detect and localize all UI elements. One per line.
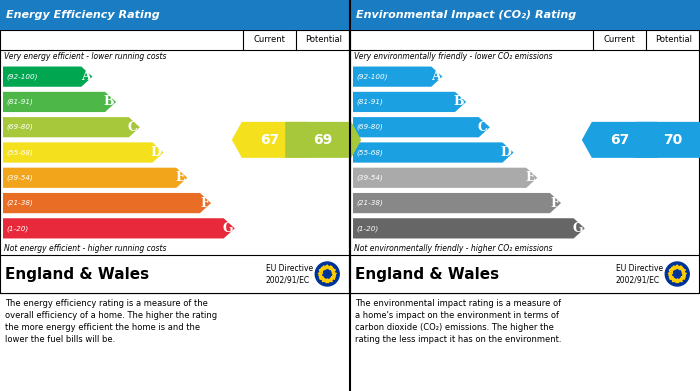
Polygon shape <box>582 122 658 158</box>
Polygon shape <box>675 279 680 283</box>
Polygon shape <box>3 193 211 213</box>
Text: D: D <box>150 146 162 159</box>
Polygon shape <box>353 142 514 163</box>
Text: C: C <box>478 121 488 134</box>
Text: (21-38): (21-38) <box>6 200 33 206</box>
Text: B: B <box>454 95 464 108</box>
Text: G: G <box>222 222 233 235</box>
Polygon shape <box>353 168 538 188</box>
Polygon shape <box>681 268 685 273</box>
Polygon shape <box>325 265 330 269</box>
Polygon shape <box>353 66 442 87</box>
Text: B: B <box>104 95 114 108</box>
Polygon shape <box>232 122 308 158</box>
Polygon shape <box>331 268 335 273</box>
Polygon shape <box>325 279 330 283</box>
Polygon shape <box>678 266 683 270</box>
Polygon shape <box>669 268 673 273</box>
Polygon shape <box>353 117 490 137</box>
Text: E: E <box>526 171 536 184</box>
Polygon shape <box>671 278 676 282</box>
Text: Very environmentally friendly - lower CO₂ emissions: Very environmentally friendly - lower CO… <box>354 52 552 61</box>
Polygon shape <box>332 272 337 276</box>
Text: F: F <box>200 197 209 210</box>
Bar <box>350 255 699 293</box>
Polygon shape <box>3 92 116 112</box>
Polygon shape <box>353 218 584 239</box>
Polygon shape <box>321 278 326 282</box>
Polygon shape <box>3 117 140 137</box>
Text: EU Directive
2002/91/EC: EU Directive 2002/91/EC <box>266 264 313 284</box>
Text: (81-91): (81-91) <box>356 99 383 105</box>
Polygon shape <box>319 268 323 273</box>
Text: A: A <box>80 70 90 83</box>
Polygon shape <box>319 275 323 279</box>
Polygon shape <box>328 278 333 282</box>
Text: F: F <box>550 197 559 210</box>
Text: (81-91): (81-91) <box>6 99 33 105</box>
Text: 67: 67 <box>260 133 279 147</box>
Circle shape <box>665 262 690 286</box>
Polygon shape <box>353 193 561 213</box>
Text: A: A <box>430 70 440 83</box>
Text: Energy Efficiency Rating: Energy Efficiency Rating <box>6 10 160 20</box>
Circle shape <box>315 262 340 286</box>
Text: (1-20): (1-20) <box>6 225 28 231</box>
Bar <box>0 30 349 293</box>
Text: (55-68): (55-68) <box>356 149 383 156</box>
Text: Potential: Potential <box>654 36 692 45</box>
Polygon shape <box>671 266 676 270</box>
Bar <box>350 0 700 30</box>
Polygon shape <box>3 168 188 188</box>
Text: (39-54): (39-54) <box>6 174 33 181</box>
Polygon shape <box>285 122 361 158</box>
Polygon shape <box>678 278 683 282</box>
Polygon shape <box>3 218 235 239</box>
Text: (69-80): (69-80) <box>356 124 383 131</box>
Text: 69: 69 <box>314 133 333 147</box>
Polygon shape <box>668 272 673 276</box>
Bar <box>0 0 350 30</box>
Polygon shape <box>635 122 700 158</box>
Text: The environmental impact rating is a measure of
a home's impact on the environme: The environmental impact rating is a mea… <box>355 299 561 344</box>
Text: (69-80): (69-80) <box>6 124 33 131</box>
Bar <box>0 255 349 293</box>
Polygon shape <box>681 275 685 279</box>
Polygon shape <box>353 92 466 112</box>
Text: (92-100): (92-100) <box>6 74 38 80</box>
Text: EU Directive
2002/91/EC: EU Directive 2002/91/EC <box>616 264 663 284</box>
Text: The energy efficiency rating is a measure of the
overall efficiency of a home. T: The energy efficiency rating is a measur… <box>5 299 217 344</box>
Text: Very energy efficient - lower running costs: Very energy efficient - lower running co… <box>4 52 167 61</box>
Polygon shape <box>3 66 92 87</box>
Bar <box>350 30 699 293</box>
Text: G: G <box>572 222 583 235</box>
Text: Not environmentally friendly - higher CO₂ emissions: Not environmentally friendly - higher CO… <box>354 244 552 253</box>
Text: C: C <box>128 121 138 134</box>
Text: England & Wales: England & Wales <box>5 267 149 282</box>
Text: Not energy efficient - higher running costs: Not energy efficient - higher running co… <box>4 244 167 253</box>
Text: D: D <box>500 146 512 159</box>
Text: (55-68): (55-68) <box>6 149 33 156</box>
Polygon shape <box>321 266 326 270</box>
Text: (1-20): (1-20) <box>356 225 378 231</box>
Polygon shape <box>318 272 323 276</box>
Text: (21-38): (21-38) <box>356 200 383 206</box>
Polygon shape <box>682 272 687 276</box>
Polygon shape <box>328 266 333 270</box>
Text: Potential: Potential <box>304 36 342 45</box>
Polygon shape <box>331 275 335 279</box>
Polygon shape <box>675 265 680 269</box>
Text: England & Wales: England & Wales <box>355 267 499 282</box>
Text: Environmental Impact (CO₂) Rating: Environmental Impact (CO₂) Rating <box>356 10 576 20</box>
Text: (39-54): (39-54) <box>356 174 383 181</box>
Polygon shape <box>3 142 164 163</box>
Text: (92-100): (92-100) <box>356 74 388 80</box>
Text: Current: Current <box>604 36 636 45</box>
Text: 70: 70 <box>664 133 683 147</box>
Text: E: E <box>176 171 186 184</box>
Text: Current: Current <box>254 36 286 45</box>
Text: 67: 67 <box>610 133 629 147</box>
Polygon shape <box>669 275 673 279</box>
